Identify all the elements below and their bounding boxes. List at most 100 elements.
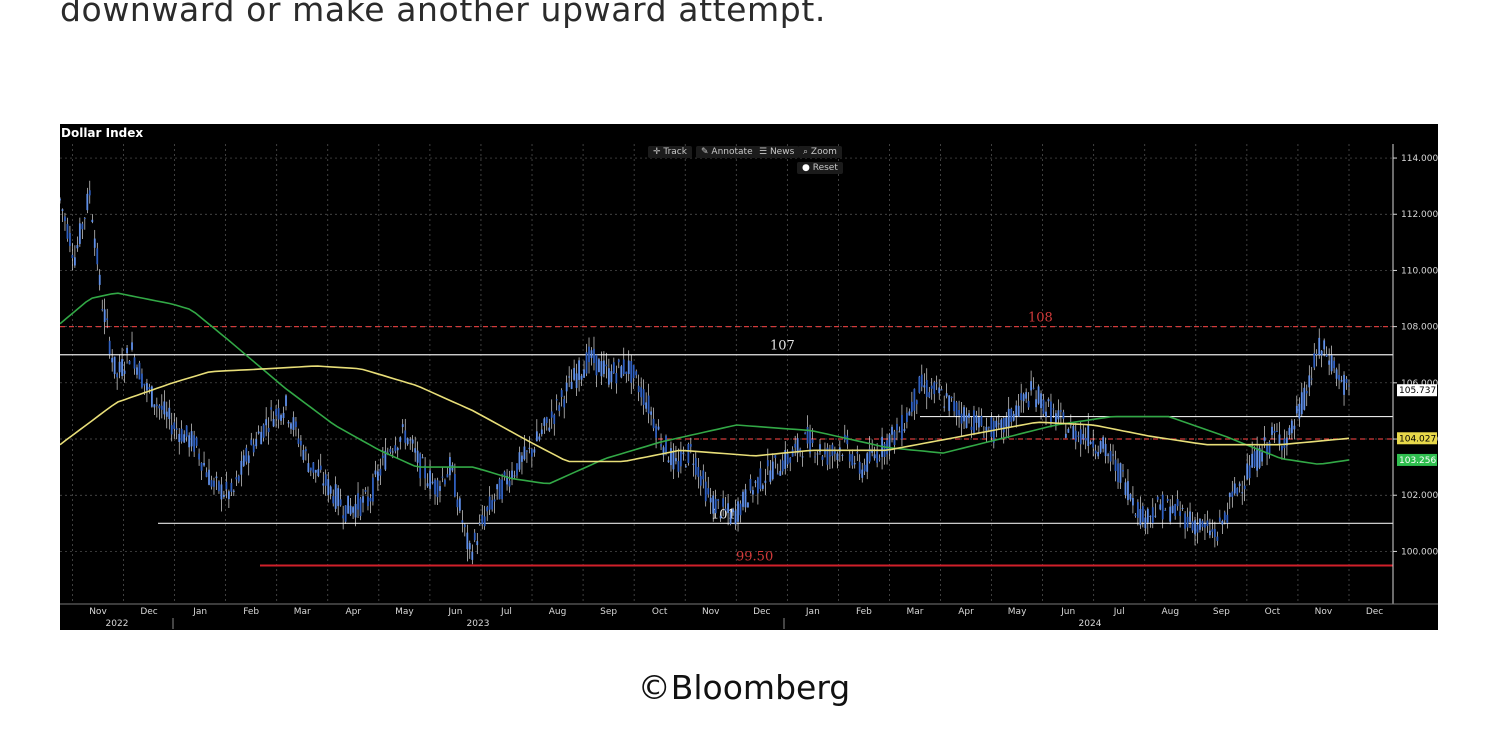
candle xyxy=(170,412,173,442)
candle xyxy=(141,368,143,389)
candle xyxy=(1092,429,1095,457)
candle-body xyxy=(1149,515,1152,517)
candle-body xyxy=(295,421,297,428)
candle xyxy=(314,469,317,483)
reset-button[interactable]: ● Reset xyxy=(797,162,843,174)
candle xyxy=(1134,512,1137,518)
candle-body xyxy=(1042,399,1045,414)
candle-body xyxy=(78,223,81,244)
candle xyxy=(1032,377,1035,390)
candle xyxy=(722,490,725,517)
candle xyxy=(1201,519,1204,531)
candle-body xyxy=(1129,494,1132,500)
zoom-button[interactable]: ⌕ Zoom xyxy=(798,146,842,158)
news-button[interactable]: ☰ News xyxy=(754,146,800,158)
candle-body xyxy=(1017,405,1020,417)
track-button[interactable]: ✛ Track xyxy=(648,146,692,158)
candle-body xyxy=(901,414,903,440)
y-tick-label: 112.000 xyxy=(1401,210,1438,220)
candle-body xyxy=(878,458,881,460)
candle xyxy=(1050,393,1052,428)
candle xyxy=(692,453,695,477)
candle-body xyxy=(1104,443,1107,457)
candle-body xyxy=(1216,536,1219,541)
candle-body xyxy=(347,495,350,514)
candle-body xyxy=(573,367,576,380)
candle-body xyxy=(856,452,859,454)
candle-body xyxy=(362,496,364,503)
candle-body xyxy=(680,450,682,467)
candle xyxy=(227,489,230,509)
candle-body xyxy=(324,474,327,486)
candle-body xyxy=(950,396,953,399)
candle xyxy=(801,450,804,467)
x-tick-label: Aug xyxy=(549,607,567,617)
candle xyxy=(573,359,576,381)
candle xyxy=(1122,464,1124,478)
candle xyxy=(1273,423,1276,443)
dollar-index-chart: 108 107 101 99.50 114.000 112.000 110.000 108.… xyxy=(60,124,1438,630)
candle xyxy=(955,400,958,426)
candle xyxy=(501,473,503,503)
candle-body xyxy=(215,476,218,479)
candle xyxy=(381,447,384,466)
candle-body xyxy=(453,474,456,497)
candle-body xyxy=(230,482,233,492)
candle-body xyxy=(873,454,876,459)
candle-body xyxy=(282,412,285,418)
candle-body xyxy=(650,411,653,415)
level-label: 99.50 xyxy=(736,549,773,564)
candle-body xyxy=(1134,514,1137,516)
candle xyxy=(1186,507,1189,532)
candle-body xyxy=(66,224,69,239)
candle xyxy=(1064,423,1067,439)
candle-body xyxy=(1132,498,1134,506)
candle-body xyxy=(146,383,148,391)
candle xyxy=(640,377,643,406)
candle-body xyxy=(272,419,275,427)
candle xyxy=(93,229,96,256)
candle-body xyxy=(242,455,245,466)
candle xyxy=(508,470,511,493)
candle xyxy=(950,396,953,402)
candle-body xyxy=(481,515,484,524)
candle xyxy=(881,427,883,470)
candle-body xyxy=(714,498,717,514)
candle xyxy=(1037,384,1040,405)
reset-label: Reset xyxy=(812,163,838,173)
candle xyxy=(394,436,397,454)
candle xyxy=(1184,511,1186,539)
candle-body xyxy=(846,435,849,445)
annotate-button[interactable]: ✎ Annotate xyxy=(696,146,758,158)
candle-body xyxy=(610,371,613,383)
candle-body xyxy=(784,450,787,469)
candle-body xyxy=(960,413,963,424)
candle-body xyxy=(953,400,956,412)
candle xyxy=(1295,395,1298,417)
candle xyxy=(886,433,888,465)
candle-body xyxy=(963,407,965,422)
candle-body xyxy=(826,447,829,465)
candle xyxy=(856,445,859,461)
candle-body xyxy=(468,542,471,550)
candle-body xyxy=(829,455,831,457)
candle-body xyxy=(71,254,74,258)
candle-body xyxy=(600,361,603,377)
candle-body xyxy=(391,451,394,453)
candle-body xyxy=(898,431,901,433)
candle-body xyxy=(441,476,444,478)
candle xyxy=(635,369,638,379)
candle-body xyxy=(200,463,203,471)
candle xyxy=(101,299,104,312)
candle xyxy=(411,435,414,452)
candle xyxy=(198,448,200,466)
candle xyxy=(64,212,66,231)
candle-body xyxy=(804,432,806,435)
candle-body xyxy=(958,410,960,416)
candle xyxy=(1045,401,1047,425)
candle xyxy=(1256,436,1259,478)
candle-body xyxy=(245,447,248,462)
candle-body xyxy=(920,374,923,387)
candle xyxy=(814,451,816,464)
candle-body xyxy=(1248,465,1251,479)
